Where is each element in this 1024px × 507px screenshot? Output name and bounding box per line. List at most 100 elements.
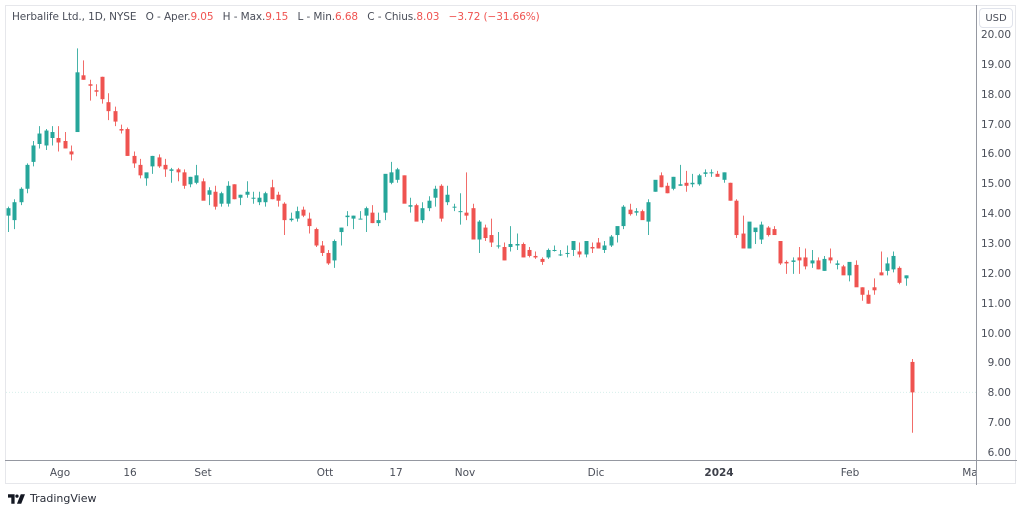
candle: [458, 193, 463, 225]
candle: [847, 261, 852, 282]
candle: [741, 215, 746, 249]
price-tick-label: 17.00: [980, 118, 1011, 131]
open-value: 9.05: [190, 11, 214, 23]
candle: [295, 206, 300, 222]
candle: [100, 76, 105, 104]
candle: [778, 241, 783, 265]
price-tick-label: 16.00: [980, 148, 1011, 161]
axis-corner: [976, 460, 1017, 485]
high-value: 9.15: [265, 11, 289, 23]
time-tick-label: Feb: [840, 467, 860, 479]
price-tick-label: 6.00: [987, 447, 1011, 459]
price-tick-label: 18.00: [980, 88, 1011, 101]
candle: [590, 242, 595, 253]
time-tick-label: Ago: [49, 467, 71, 479]
candle: [684, 170, 689, 192]
candle: [879, 251, 884, 276]
price-tick-label: 11.00: [980, 297, 1011, 310]
candle: [810, 249, 815, 268]
currency-button[interactable]: USD: [979, 8, 1013, 28]
candle: [213, 185, 218, 210]
candle: [533, 251, 538, 259]
candle: [433, 185, 438, 207]
price-tick-label: 8.00: [987, 387, 1011, 400]
candle: [245, 181, 250, 198]
candle: [471, 203, 476, 240]
candle: [94, 84, 99, 97]
candle: [904, 275, 909, 286]
symbol-legend: Herbalife Ltd., 1D, NYSE O - Aper.9.05 H…: [12, 11, 540, 23]
candle: [25, 163, 30, 194]
candle: [515, 233, 520, 250]
candle: [289, 212, 294, 222]
candle: [106, 93, 111, 121]
candle: [728, 182, 733, 201]
candle: [63, 132, 68, 149]
price-tick-label: 20.00: [980, 29, 1011, 41]
candle: [634, 208, 639, 216]
low-label: L - Min.: [297, 11, 336, 23]
candle: [332, 239, 337, 268]
candle: [370, 205, 375, 224]
candle: [257, 191, 262, 206]
footer-branding[interactable]: TradingView: [8, 492, 96, 505]
candle: [263, 191, 268, 207]
candle: [150, 155, 155, 174]
candle: [232, 184, 237, 200]
price-tick-label: 13.00: [980, 238, 1011, 250]
time-tick-label: Ott: [316, 467, 334, 479]
brand-name: TradingView: [30, 492, 97, 505]
candle: [427, 196, 432, 212]
candle: [577, 242, 582, 258]
candle: [872, 278, 877, 295]
price-tick-label: 12.00: [980, 267, 1011, 280]
candle: [144, 172, 149, 186]
candle: [734, 199, 739, 239]
time-tick-label: Set: [194, 467, 212, 479]
candle: [540, 257, 545, 265]
candle: [219, 191, 224, 207]
candle: [439, 184, 444, 222]
time-tick-label: 2024: [704, 467, 734, 479]
close-value: 8.03: [416, 11, 440, 23]
candle: [552, 245, 557, 252]
candle: [709, 169, 714, 177]
candle: [383, 173, 388, 221]
candle: [527, 246, 532, 258]
close-label: C - Chius.: [367, 11, 417, 23]
open-label: O - Aper.: [145, 11, 191, 23]
candle: [113, 106, 118, 127]
candle: [571, 241, 576, 256]
candle: [646, 199, 651, 236]
candle: [88, 79, 93, 101]
price-axis[interactable]: 20.00 19.00 18.00 17.00 16.00 15.00 14.00 13.00…: [976, 5, 1017, 460]
candle: [238, 194, 243, 206]
candle: [835, 260, 840, 270]
candle: [251, 191, 256, 204]
candle: [138, 158, 143, 179]
candle: [376, 212, 381, 227]
symbol-name[interactable]: Herbalife Ltd., 1D, NYSE: [12, 11, 137, 23]
candle: [558, 249, 563, 256]
candlestick-plot[interactable]: [0, 0, 976, 460]
candle: [358, 211, 363, 220]
candle: [445, 185, 450, 206]
candle: [452, 203, 457, 212]
chart-frame: [5, 5, 1016, 484]
candle: [169, 167, 174, 183]
candle: [521, 242, 526, 258]
candle: [816, 257, 821, 270]
time-axis[interactable]: Ago 16 Set Ott 17 Nov Dic 2024 Feb Ma: [5, 460, 978, 485]
candle: [628, 203, 633, 216]
candle: [339, 227, 344, 246]
candle: [671, 176, 676, 191]
candle: [822, 255, 827, 271]
price-tick-label: 9.00: [987, 357, 1011, 370]
candle: [690, 173, 695, 188]
low-value: 6.68: [335, 11, 358, 23]
time-tick-label: Nov: [454, 467, 476, 479]
candle: [766, 226, 771, 237]
candle: [12, 199, 17, 230]
candle: [201, 178, 206, 201]
candle: [182, 169, 187, 189]
